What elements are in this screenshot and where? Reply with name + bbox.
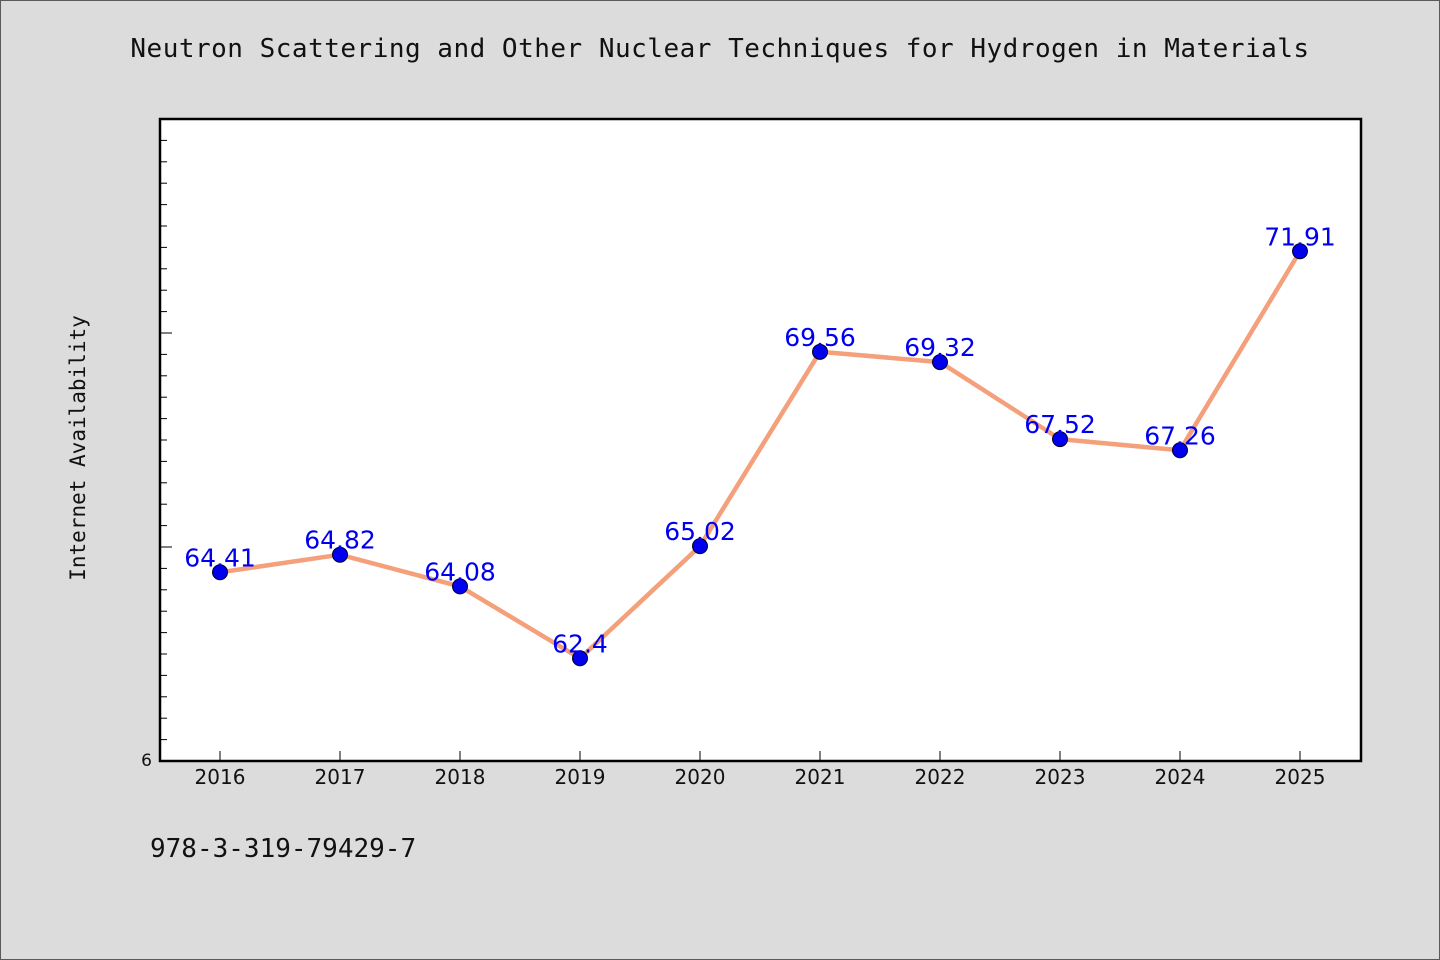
- x-tick-label: 2025: [1275, 765, 1326, 789]
- data-label: 69.32: [904, 333, 976, 362]
- data-point: [1172, 442, 1188, 459]
- data-point: [812, 343, 828, 360]
- data-point: [692, 538, 708, 555]
- x-tick-label: 2020: [675, 765, 726, 789]
- y-ticks: 6: [141, 139, 172, 771]
- x-ticks: 2016 2017 2018 2019 2020 2021 2022 2023 2024 2025: [195, 751, 1326, 789]
- x-tick-label: 2023: [1035, 765, 1086, 789]
- x-tick-label: 2018: [435, 765, 486, 789]
- x-tick-label: 2017: [315, 765, 366, 789]
- data-label: 62.4: [552, 629, 608, 658]
- data-point: [572, 650, 588, 667]
- data-label: 64.41: [184, 543, 256, 572]
- data-point: [932, 354, 948, 371]
- chart-title: Neutron Scattering and Other Nuclear Tec…: [130, 34, 1310, 64]
- isbn-footer: 978-3-319-79429-7: [150, 834, 417, 864]
- series-layer: 64.41 64.82 64.08 62.4 65.02 69.56 69.32 67.52 6…: [184, 222, 1336, 667]
- data-point: [212, 564, 228, 581]
- y-tick-label: 6: [141, 751, 152, 771]
- data-point: [332, 546, 348, 563]
- plot-area: [158, 117, 1363, 763]
- x-tick-label: 2016: [195, 765, 246, 789]
- x-tick-label: 2022: [915, 765, 966, 789]
- data-label: 69.56: [784, 323, 856, 352]
- data-label: 64.82: [304, 526, 376, 555]
- data-point: [452, 578, 468, 595]
- data-label: 64.08: [424, 557, 496, 586]
- data-label: 67.52: [1024, 410, 1096, 439]
- data-label: 67.26: [1144, 421, 1216, 450]
- data-point: [1292, 243, 1308, 260]
- data-label: 71.91: [1264, 222, 1336, 251]
- x-tick-label: 2021: [795, 765, 846, 789]
- x-tick-label: 2019: [555, 765, 606, 789]
- series-line: [219, 250, 1302, 661]
- data-label: 65.02: [664, 517, 736, 546]
- data-point: [1052, 431, 1068, 448]
- x-tick-label: 2024: [1155, 765, 1206, 789]
